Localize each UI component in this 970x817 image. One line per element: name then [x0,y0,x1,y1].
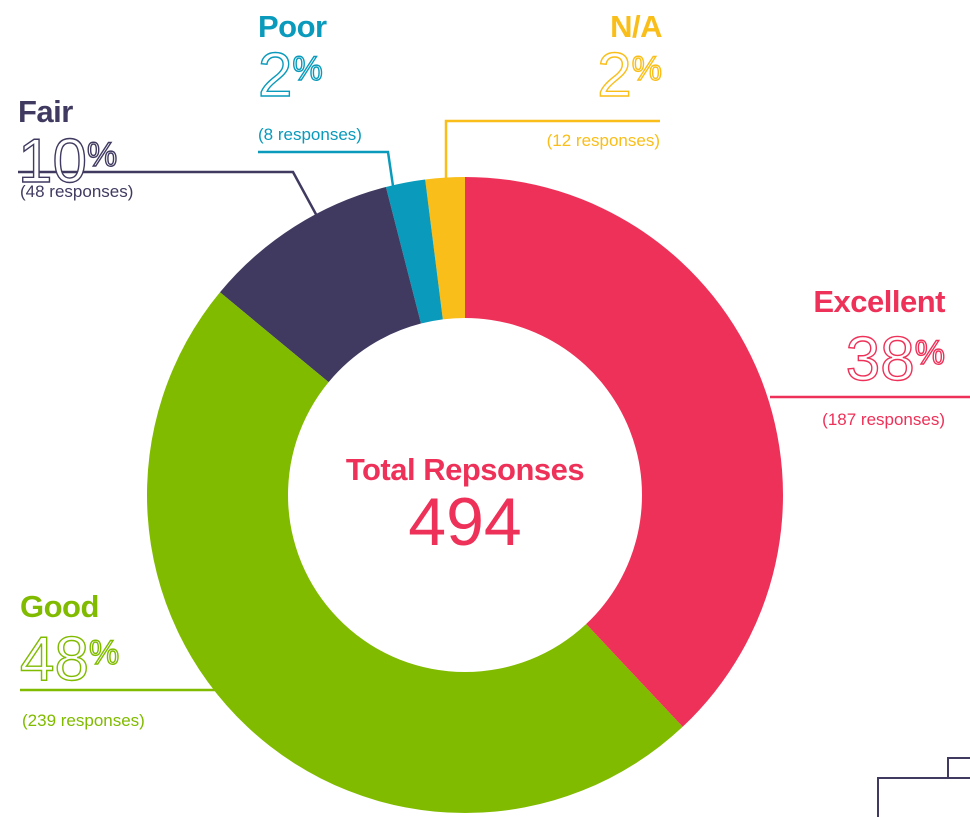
leader-line [18,170,320,219]
donut-slice [465,177,783,727]
slice-name: Excellent [813,284,945,319]
center-title: Total Repsonses [346,452,584,487]
slice-count: (239 responses) [22,711,145,730]
leader-lines [18,119,970,692]
slice-name: Good [20,589,99,624]
slice-percent: 2% [258,41,323,110]
donut-slice [425,177,465,320]
leader-line [444,119,660,182]
slice-count: (8 responses) [258,125,362,144]
slice-percent: 2% [597,41,662,110]
slice-name: N/A [610,9,662,44]
slice-name: Fair [18,94,73,129]
donut-slice [146,292,683,814]
slice-count: (48 responses) [20,182,133,201]
decoration [877,757,970,817]
leader-line [258,150,395,187]
slice-count: (12 responses) [547,131,660,150]
slice-percent: 48% [20,625,119,694]
slice-percent: 38% [846,325,945,394]
donut-slice [385,179,443,324]
slice-name: Poor [258,9,327,44]
donut-slice [219,186,421,383]
slice-percent: 10% [18,127,117,196]
slice-count: (187 responses) [822,410,945,429]
center-total: 494 [408,484,521,560]
